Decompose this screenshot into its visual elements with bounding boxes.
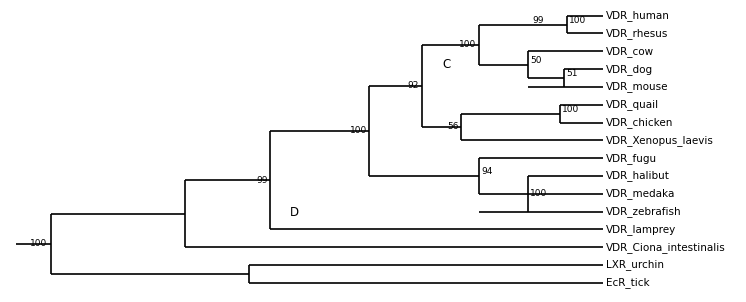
Text: 100: 100 — [350, 126, 367, 135]
Text: VDR_quail: VDR_quail — [606, 99, 659, 110]
Text: VDR_Xenopus_laevis: VDR_Xenopus_laevis — [606, 135, 714, 146]
Text: 92: 92 — [407, 81, 419, 90]
Text: 56: 56 — [448, 122, 459, 131]
Text: VDR_fugu: VDR_fugu — [606, 153, 657, 164]
Text: D: D — [290, 206, 299, 219]
Text: VDR_dog: VDR_dog — [606, 64, 653, 75]
Text: 100: 100 — [460, 40, 477, 49]
Text: VDR_medaka: VDR_medaka — [606, 188, 676, 199]
Text: 100: 100 — [30, 239, 47, 248]
Text: C: C — [443, 58, 451, 71]
Text: 100: 100 — [562, 104, 580, 114]
Text: VDR_halibut: VDR_halibut — [606, 171, 670, 182]
Text: 100: 100 — [530, 189, 548, 198]
Text: VDR_lamprey: VDR_lamprey — [606, 224, 677, 235]
Text: 50: 50 — [530, 56, 542, 65]
Text: VDR_human: VDR_human — [606, 10, 670, 21]
Text: VDR_chicken: VDR_chicken — [606, 117, 674, 128]
Text: 99: 99 — [533, 15, 544, 24]
Text: 99: 99 — [257, 175, 268, 185]
Text: VDR_mouse: VDR_mouse — [606, 82, 668, 92]
Text: VDR_zebrafish: VDR_zebrafish — [606, 206, 682, 217]
Text: VDR_Ciona_intestinalis: VDR_Ciona_intestinalis — [606, 242, 726, 253]
Text: VDR_cow: VDR_cow — [606, 46, 654, 57]
Text: 94: 94 — [481, 167, 492, 176]
Text: 51: 51 — [565, 69, 577, 78]
Text: LXR_urchin: LXR_urchin — [606, 259, 664, 271]
Text: 100: 100 — [569, 15, 586, 24]
Text: EcR_tick: EcR_tick — [606, 277, 650, 288]
Text: VDR_rhesus: VDR_rhesus — [606, 28, 668, 39]
